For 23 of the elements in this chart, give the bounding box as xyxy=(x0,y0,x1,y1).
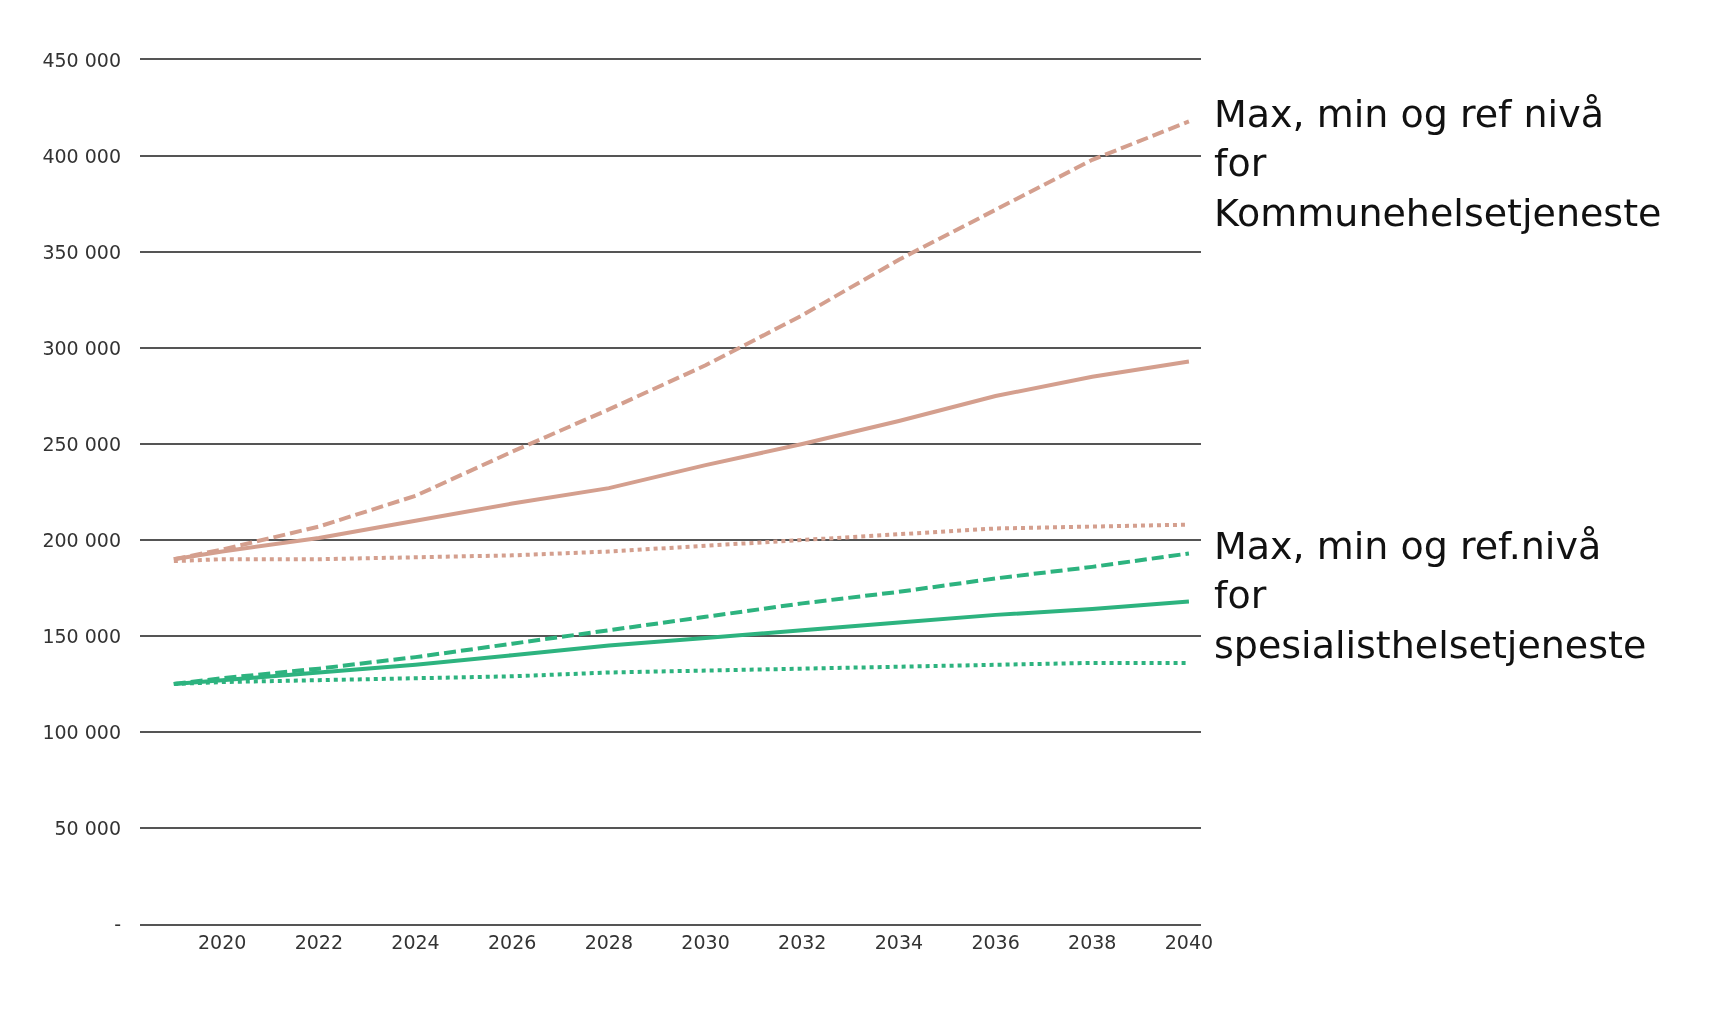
x-tick-label: 2040 xyxy=(1164,930,1214,953)
x-tick-label: 2036 xyxy=(971,930,1020,953)
x-tick-label: 2028 xyxy=(584,930,634,953)
y-tick-label: 300 000 xyxy=(42,336,121,359)
y-tick-label: 100 000 xyxy=(42,720,121,743)
x-tick-label: 2024 xyxy=(391,930,440,953)
y-tick-label: - xyxy=(114,912,121,935)
y-tick-label: 150 000 xyxy=(42,624,121,647)
x-tick-label: 2038 xyxy=(1068,930,1117,953)
y-tick-label: 200 000 xyxy=(42,528,121,551)
y-tick-label: 50 000 xyxy=(54,816,121,839)
x-tick-label: 2032 xyxy=(778,930,827,953)
x-tick-label: 2020 xyxy=(197,930,247,953)
x-tick-label: 2026 xyxy=(488,930,537,953)
x-tick-label: 2030 xyxy=(681,930,730,953)
text: Max, min og ref.nivå for spesialisthelsetjeneste xyxy=(1214,524,1647,667)
y-tick-label: 400 000 xyxy=(42,144,121,167)
x-tick-label: 2034 xyxy=(874,930,924,953)
y-tick-label: 450 000 xyxy=(42,48,121,71)
x-tick-label: 2022 xyxy=(294,930,344,953)
text: Max, min og ref nivå for Kommunehelsetjeneste xyxy=(1214,92,1662,235)
y-tick-label: 250 000 xyxy=(42,432,121,455)
y-tick-label: 350 000 xyxy=(42,240,121,263)
